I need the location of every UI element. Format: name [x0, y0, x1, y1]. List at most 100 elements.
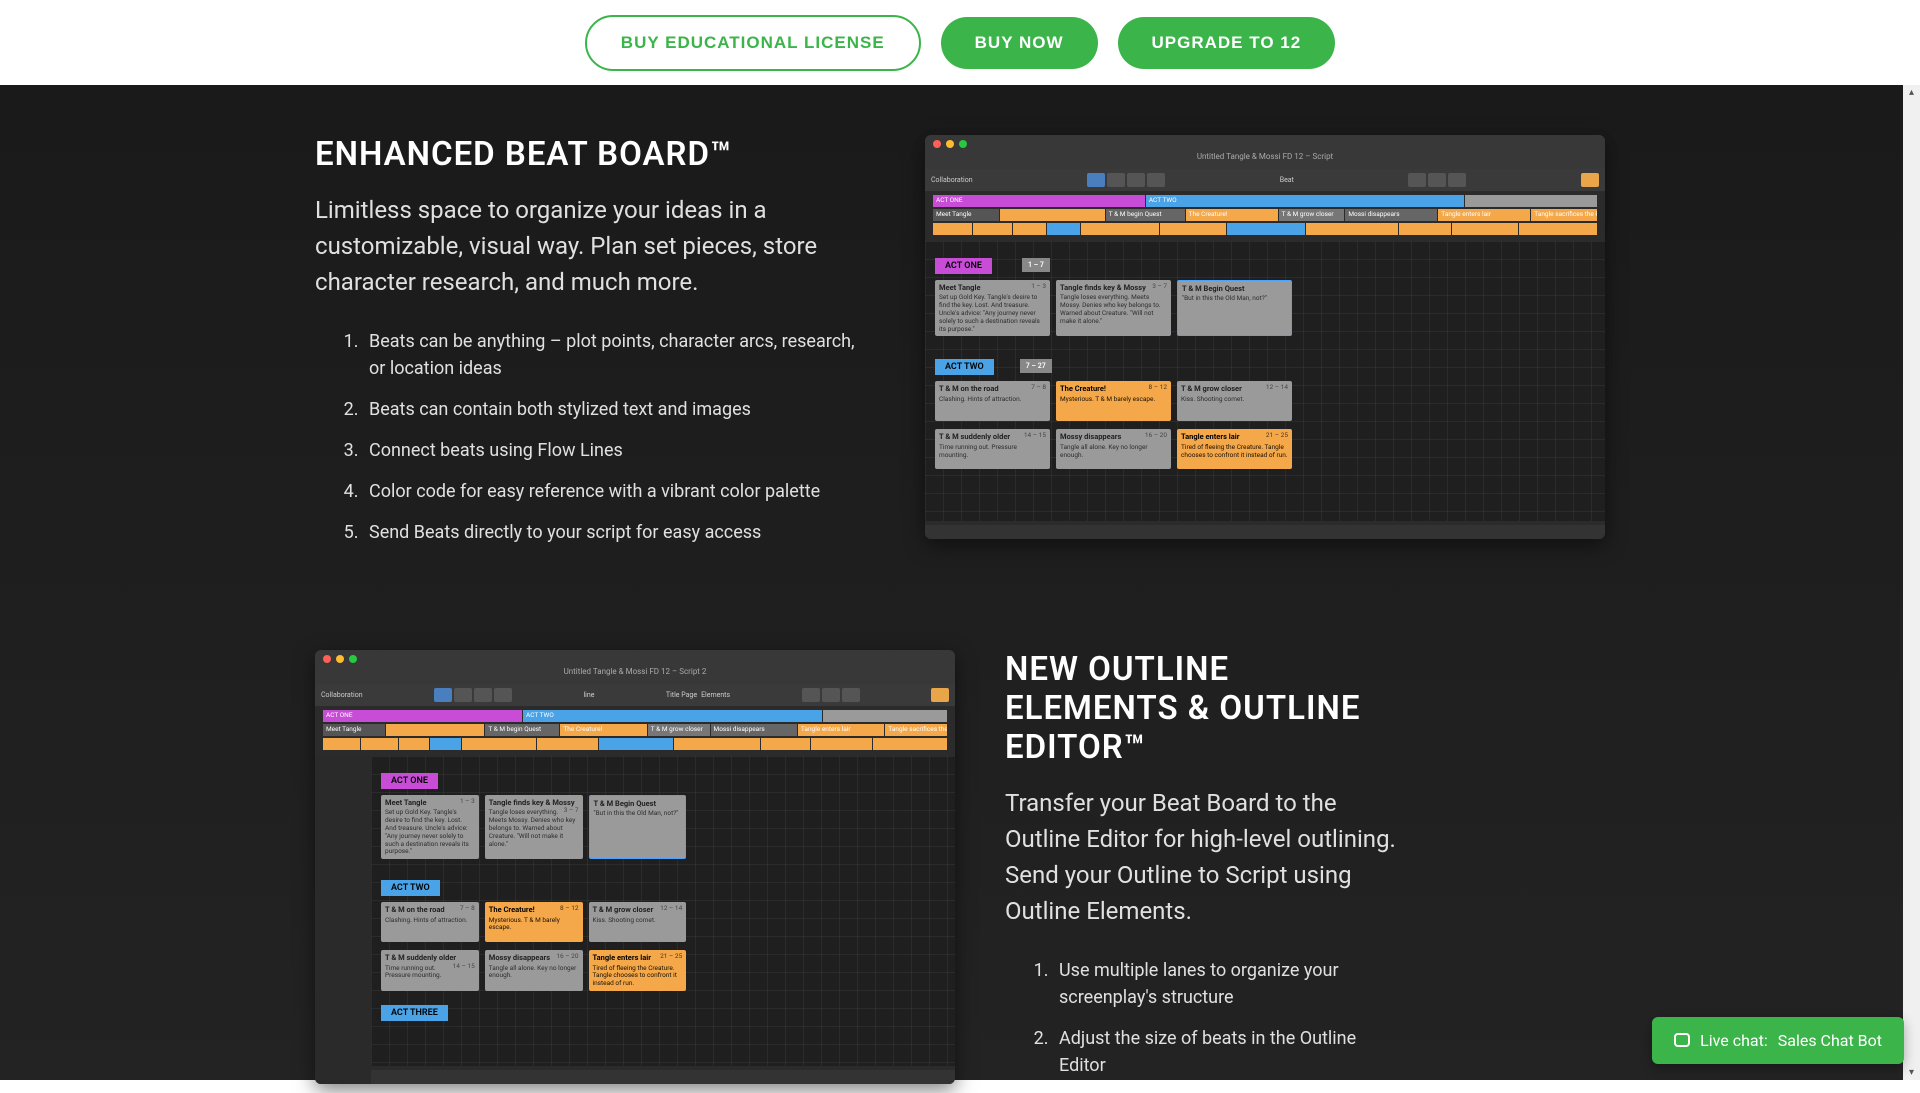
timeline-segment — [1465, 195, 1597, 207]
timeline-segment — [386, 724, 485, 736]
toolbar-button — [1448, 173, 1466, 187]
timeline: ACT ONEACT TWO Meet TangleT & M begin Qu… — [315, 706, 955, 756]
timeline-segment: T & M grow closer — [1279, 209, 1345, 221]
beat-card: Mossy disappears16 – 20Tangle all alone.… — [485, 950, 583, 991]
beat-title: T & M Begin Quest — [1182, 284, 1245, 293]
timeline-segment — [430, 738, 461, 750]
beat-card: T & M grow closer12 – 14Kiss. Shooting c… — [1177, 381, 1292, 421]
beat-pages: 21 – 25 — [1266, 432, 1288, 440]
beat-title: T & M on the road — [939, 384, 999, 393]
traffic-lights — [925, 135, 1605, 153]
chat-label: Sales Chat Bot — [1778, 1031, 1882, 1050]
buy-now-button[interactable]: BUY NOW — [941, 17, 1098, 69]
beat-pages: 21 – 25 — [660, 953, 682, 961]
beat-desc: Tangle loses everything. Meets Mossy. De… — [489, 809, 579, 848]
beat-board-bullets: Beats can be anything – plot points, cha… — [315, 328, 875, 546]
timeline-segment — [1047, 223, 1080, 235]
toolbar-button — [1107, 173, 1125, 187]
timeline-segment: Tangle sacrifices the key — [885, 724, 947, 736]
toolbar-button — [1428, 173, 1446, 187]
beat-title: T & M suddenly older — [939, 432, 1010, 441]
timeline-segment: Meet Tangle — [933, 209, 999, 221]
beat-pages: 1 – 3 — [1031, 283, 1046, 291]
beat-title: Tangle finds key & Mossy — [1060, 283, 1146, 292]
card-row: T & M on the road7 – 8Clashing. Hints of… — [935, 381, 1595, 421]
beat-pages: 1 – 3 — [460, 798, 475, 806]
traffic-lights — [315, 650, 955, 668]
beat-board-title: ENHANCED BEAT BOARD™ — [315, 135, 875, 174]
beat-board-text: ENHANCED BEAT BOARD™ Limitless space to … — [315, 135, 875, 560]
beat-board-screenshot: Untitled Tangle & Mossi FD 12 – Script C… — [925, 135, 1605, 539]
timeline-segment — [811, 738, 872, 750]
beat-title: Mossy disappears — [489, 953, 550, 962]
card-row: Meet Tangle1 – 3Set up Gold Key. Tangle'… — [381, 795, 945, 859]
chat-prefix: Live chat: — [1700, 1031, 1768, 1050]
beat-card: The Creature!8 – 12Mysterious. T & M bar… — [485, 902, 583, 942]
beat-card: Meet Tangle1 – 3Set up Gold Key. Tangle'… — [381, 795, 479, 859]
app-toolbar: Collaboration line Title Page Elements — [315, 684, 955, 706]
timeline-row: ACT ONEACT TWO — [933, 195, 1597, 207]
beat-pages: 8 – 12 — [560, 905, 578, 913]
timeline-segment: ACT ONE — [323, 710, 522, 722]
scrollbar[interactable]: ▴ ▾ — [1903, 85, 1920, 1080]
toolbar-label: Beat — [1280, 176, 1294, 184]
timeline-segment — [761, 738, 810, 750]
outline-title: NEW OUTLINE ELEMENTS & OUTLINE EDITOR™ — [1005, 650, 1405, 767]
timeline-segment — [399, 738, 430, 750]
timeline-segment — [462, 738, 536, 750]
close-icon — [933, 140, 941, 148]
beat-card: The Creature!8 – 12Mysterious. T & M bar… — [1056, 381, 1171, 421]
act-pages: 1 – 7 — [1022, 258, 1050, 272]
beat-card: T & M Begin Quest"But in this the Old Ma… — [1177, 280, 1292, 336]
beat-title: T & M suddenly older — [385, 953, 456, 962]
beat-desc: Mysterious. T & M barely escape. — [1060, 396, 1167, 404]
scroll-up-icon[interactable]: ▴ — [1909, 87, 1914, 98]
outline-screenshot: Untitled Tangle & Mossi FD 12 – Script 2… — [315, 650, 955, 1084]
beat-card: Tangle enters lair21 – 25Tired of fleein… — [1177, 429, 1292, 469]
beat-card: Mossy disappears16 – 20Tangle all alone.… — [1056, 429, 1171, 469]
timeline-segment: T & M grow closer — [648, 724, 710, 736]
timeline-segment: The Creature! — [560, 724, 646, 736]
minimize-icon — [336, 655, 344, 663]
app-title: Untitled Tangle & Mossi FD 12 – Script — [925, 153, 1605, 169]
beat-title: Meet Tangle — [385, 798, 427, 807]
list-item: Beats can be anything – plot points, cha… — [363, 328, 875, 382]
feedback-button-icon — [1581, 173, 1599, 187]
toolbar-button — [1408, 173, 1426, 187]
timeline-row: ACT ONEACT TWO — [323, 710, 947, 722]
board-footer — [925, 525, 1605, 539]
beat-card: Meet Tangle1 – 3Set up Gold Key. Tangle'… — [935, 280, 1050, 336]
beat-title: The Creature! — [1060, 384, 1106, 393]
timeline-segment — [1013, 223, 1046, 235]
app-toolbar: Collaboration Beat — [925, 169, 1605, 191]
timeline-segment — [1000, 209, 1105, 221]
timeline-row — [933, 223, 1597, 235]
scroll-down-icon[interactable]: ▾ — [1909, 1067, 1914, 1078]
beat-desc: "But in this the Old Man, not?" — [594, 810, 682, 818]
list-item: Use multiple lanes to organize your scre… — [1053, 957, 1405, 1011]
buy-educational-button[interactable]: BUY EDUCATIONAL LICENSE — [585, 15, 921, 71]
beat-board-canvas: ACT ONE 1 – 7 Meet Tangle1 – 3Set up Gol… — [925, 241, 1605, 521]
timeline-segment: Mossi disappears — [711, 724, 797, 736]
board-footer — [371, 1070, 955, 1084]
app-title: Untitled Tangle & Mossi FD 12 – Script 2 — [315, 668, 955, 684]
card-row: T & M on the road7 – 8Clashing. Hints of… — [381, 902, 945, 942]
minimize-icon — [946, 140, 954, 148]
app-window-2: Untitled Tangle & Mossi FD 12 – Script 2… — [315, 650, 955, 1084]
beat-pages: 16 – 20 — [1145, 432, 1167, 440]
card-row: T & M suddenly older14 – 15Time running … — [935, 429, 1595, 469]
list-item: Adjust the size of beats in the Outline … — [1053, 1025, 1405, 1079]
outline-bullets: Use multiple lanes to organize your scre… — [1005, 957, 1405, 1079]
list-item: Beats can contain both stylized text and… — [363, 396, 875, 423]
beat-desc: Time running out. Pressure mounting. — [385, 965, 475, 981]
beat-card: Tangle finds key & Mossy3 – 7Tangle lose… — [1056, 280, 1171, 336]
maximize-icon — [349, 655, 357, 663]
beat-desc: Tangle loses everything. Meets Mossy. De… — [1060, 294, 1167, 325]
timeline-segment: Tangle enters lair — [1438, 209, 1530, 221]
upgrade-button[interactable]: UPGRADE TO 12 — [1118, 17, 1336, 69]
timeline: ACT ONEACT TWO Meet TangleT & M begin Qu… — [925, 191, 1605, 241]
act-one-label: ACT ONE 1 – 7 — [935, 258, 992, 274]
beat-desc: Tangle all alone. Key no longer enough. — [1060, 444, 1167, 460]
live-chat-widget[interactable]: Live chat: Sales Chat Bot — [1652, 1017, 1904, 1064]
beat-card: T & M suddenly older14 – 15Time running … — [935, 429, 1050, 469]
